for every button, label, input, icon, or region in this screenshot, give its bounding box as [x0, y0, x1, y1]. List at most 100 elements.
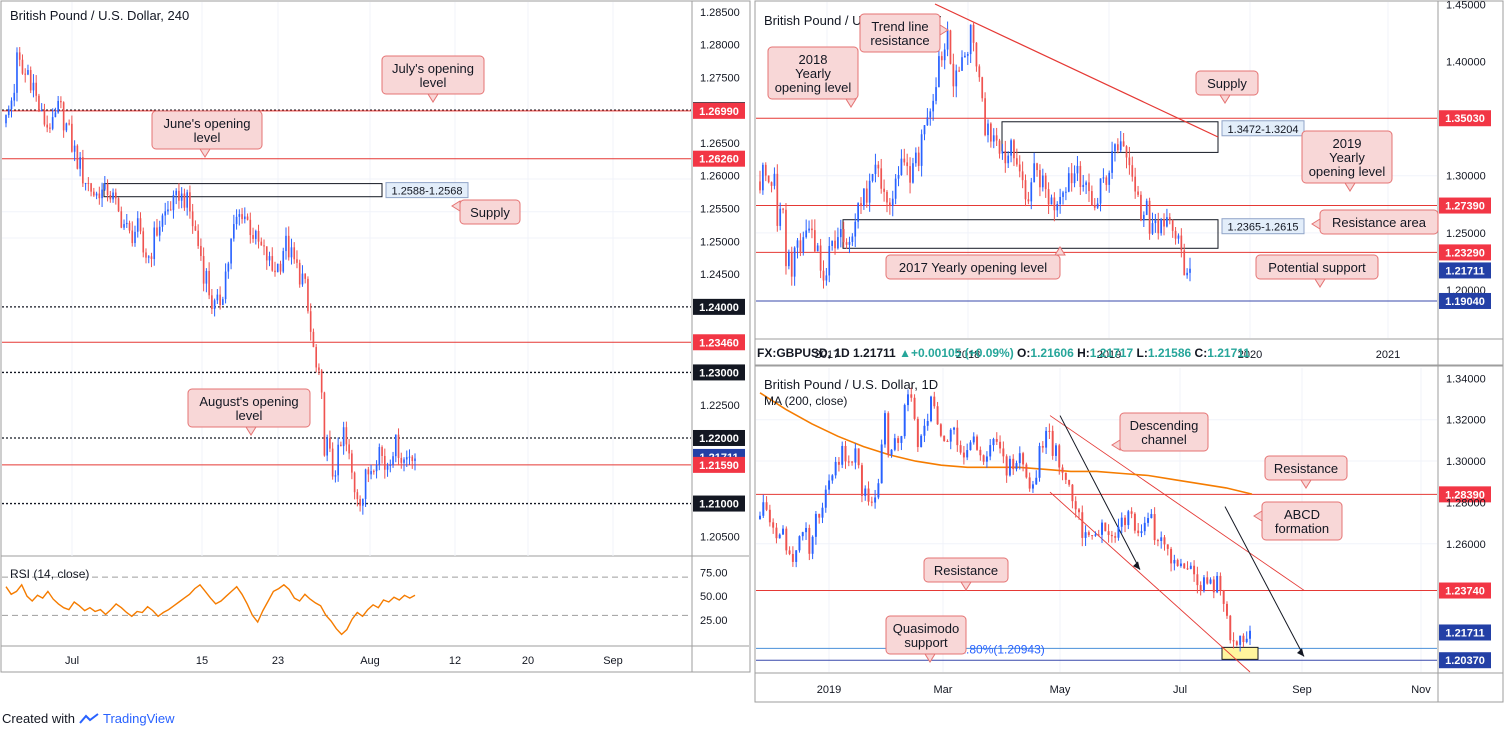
h4-candle — [265, 246, 268, 261]
h4-candle — [359, 499, 361, 506]
daily-candle — [966, 450, 969, 458]
daily-candle — [1225, 603, 1228, 616]
h4-candle — [400, 457, 403, 463]
footer-brand[interactable]: TradingView — [102, 711, 175, 726]
daily-candle — [1222, 590, 1225, 604]
weekly-candle — [897, 175, 900, 179]
daily-x-tick: Nov — [1411, 684, 1431, 696]
h4-candle — [318, 367, 320, 371]
h4-candle — [211, 295, 213, 309]
h4-candle — [373, 471, 375, 473]
h4-candle — [49, 127, 51, 129]
daily-candle — [1054, 445, 1057, 456]
h4-callout-july: July's opening level — [381, 55, 485, 103]
daily-candle — [1202, 577, 1205, 591]
h4-candle — [381, 447, 383, 456]
daily-candle — [841, 445, 844, 465]
h4-candle — [189, 192, 191, 212]
daily-candle — [1245, 638, 1248, 643]
weekly-candle — [1007, 155, 1010, 164]
h4-candle — [32, 82, 35, 91]
weekly-candle — [874, 164, 877, 175]
h4-callout-supply-pointer — [451, 200, 461, 212]
h4-candle — [71, 123, 73, 152]
h4-callout-june-line: June's opening — [163, 116, 250, 131]
h4-candle — [73, 145, 76, 152]
weekly-callout-2017-pointer — [1054, 246, 1066, 256]
weekly-candle — [1151, 223, 1154, 234]
daily-x-tick: 2019 — [817, 684, 841, 696]
weekly-candle — [1186, 272, 1188, 276]
footer: Created with TradingView — [2, 711, 175, 726]
weekly-callout-trendline-text: Trend line resistance — [870, 19, 929, 48]
daily-candle — [814, 513, 817, 537]
daily-candle — [874, 497, 877, 503]
weekly-candle — [949, 30, 952, 64]
weekly-callout-potential-support: Potential support — [1255, 254, 1379, 288]
daily-level-badge: 1.23740 — [1445, 586, 1485, 598]
weekly-candle — [1036, 163, 1038, 171]
weekly-callout-supply-pointer — [1219, 94, 1231, 104]
weekly-candle — [816, 245, 819, 252]
h4-candle — [40, 110, 43, 112]
h4-candle — [164, 211, 167, 216]
h4-x-tick: Jul — [65, 655, 79, 667]
h4-candle — [54, 112, 57, 118]
weekly-candle — [998, 140, 1001, 154]
rsi-title: RSI (14, close) — [10, 567, 89, 581]
weekly-callout-trendline: Trend line resistance — [859, 13, 949, 53]
weekly-last-price-badge-bg — [1439, 262, 1491, 279]
h4-candle — [114, 192, 117, 199]
weekly-y-tick: 1.25000 — [1446, 228, 1486, 240]
daily-candle — [989, 445, 992, 457]
h4-candle — [304, 273, 307, 279]
weekly-candle — [958, 70, 960, 72]
h4-callout-supply-text: Supply — [470, 205, 510, 220]
weekly-candle — [1091, 191, 1093, 206]
weekly-candle — [1085, 182, 1087, 185]
daily-candle — [900, 436, 903, 443]
daily-candle — [1212, 579, 1215, 593]
h4-x-tick: 12 — [449, 655, 461, 667]
weekly-candle — [1171, 220, 1174, 231]
daily-callout-quasimodo: Quasimodo support — [885, 615, 967, 663]
weekly-candle — [1096, 203, 1099, 208]
weekly-callout-supply-text: Supply — [1207, 76, 1247, 91]
weekly-candle — [1010, 140, 1012, 156]
weekly-zone-label: 1.2365-1.2615 — [1228, 222, 1299, 234]
weekly-level-badge: 1.23290 — [1445, 247, 1485, 259]
daily-callout-channel-pointer — [1111, 439, 1121, 451]
weekly-candle — [972, 24, 975, 43]
weekly-zone — [1001, 121, 1219, 153]
daily-candle — [995, 438, 998, 442]
symbol-ohlc-line: FX:GBPUSD, 1D 1.21711 ▲+0.00105 (+0.09%)… — [757, 346, 1250, 360]
daily-candle — [1035, 477, 1038, 485]
h4-candle — [120, 211, 123, 228]
chart-canvas: 1.2588-1.25681.285001.280001.275001.2700… — [0, 0, 1504, 703]
weekly-callout-potential-support-text: Potential support — [1268, 260, 1366, 275]
weekly-level-badge-bg — [1439, 110, 1491, 127]
daily-candle — [1041, 446, 1044, 448]
daily-candle — [1186, 568, 1189, 570]
h4-candle — [186, 192, 188, 208]
h4-candle — [274, 270, 276, 273]
weekly-x-tick: 2018 — [956, 349, 980, 361]
h4-candle — [351, 453, 353, 473]
weekly-level-badge-bg — [1439, 244, 1491, 261]
h4-x-tick: 23 — [272, 655, 284, 667]
h4-candle — [16, 52, 18, 93]
daily-candle — [959, 445, 962, 453]
daily-abcd-arrow-1 — [1059, 415, 1141, 570]
h4-candle — [364, 469, 367, 499]
weekly-candle — [865, 188, 868, 203]
weekly-candle — [909, 166, 911, 183]
daily-channel-upper — [1049, 415, 1305, 591]
daily-candle — [1173, 559, 1176, 564]
h4-level-badge-bg — [693, 150, 745, 167]
weekly-x-tick: 2020 — [1238, 349, 1262, 361]
daily-candle — [1114, 536, 1117, 538]
daily-candle — [1147, 518, 1150, 523]
daily-candle — [1097, 534, 1100, 536]
daily-callout-resistance-line: Resistance — [934, 563, 998, 578]
daily-callout-resistance-top-pointer — [1300, 479, 1312, 489]
